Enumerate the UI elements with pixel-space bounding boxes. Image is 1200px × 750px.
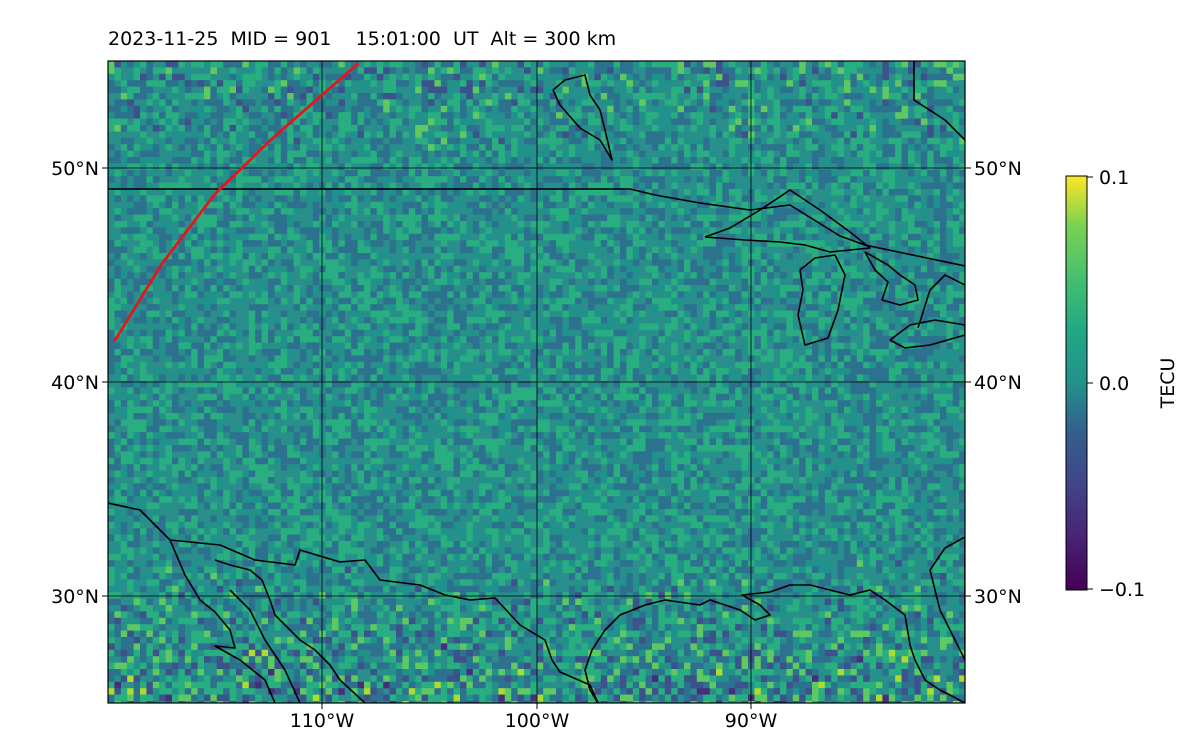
colorbar-gradient	[1065, 175, 1088, 591]
gulf-california-coast	[214, 559, 366, 703]
us-canada-border	[108, 188, 965, 267]
florida-coast	[929, 536, 965, 661]
graticule	[108, 61, 965, 703]
map-title: 2023-11-25 MID = 901 15:01:00 UT Alt = 3…	[108, 28, 617, 50]
tec-map	[108, 61, 965, 703]
lon-label-100w: 100°W	[505, 710, 570, 732]
lat-label-right-30: 30°N	[974, 586, 1022, 608]
lat-label-right-40: 40°N	[974, 372, 1022, 394]
lake-erie-south	[917, 274, 965, 329]
lon-label-110w: 110°W	[290, 710, 355, 732]
gulf-coast	[584, 584, 965, 703]
colorbar-label: TECU	[1157, 358, 1179, 410]
axis-ticks	[102, 167, 971, 709]
lake-superior	[704, 189, 871, 253]
baja-coast	[169, 539, 276, 703]
us-mexico-border-west	[108, 502, 599, 703]
satellite-track	[113, 62, 360, 343]
lat-label-left-50: 50°N	[51, 158, 99, 180]
lat-label-right-50: 50°N	[974, 158, 1022, 180]
colorbar-tick-zero: 0.0	[1099, 373, 1129, 395]
colorbar-tick-max: 0.1	[1099, 167, 1129, 189]
boundaries	[108, 61, 965, 703]
mexico-inner-coast	[229, 589, 301, 703]
lake-huron	[864, 251, 919, 306]
hudson-bay-coast	[552, 74, 613, 161]
colorbar: 0.1 0.0 −0.1 TECU	[1065, 167, 1179, 601]
lat-label-left-40: 40°N	[51, 372, 99, 394]
colorbar-tick-min: −0.1	[1099, 579, 1145, 601]
lake-erie-ontario	[889, 319, 965, 349]
lat-label-left-30: 30°N	[51, 586, 99, 608]
lon-label-90w: 90°W	[725, 710, 778, 732]
lake-michigan	[797, 254, 846, 346]
canada-border-east	[913, 61, 965, 141]
